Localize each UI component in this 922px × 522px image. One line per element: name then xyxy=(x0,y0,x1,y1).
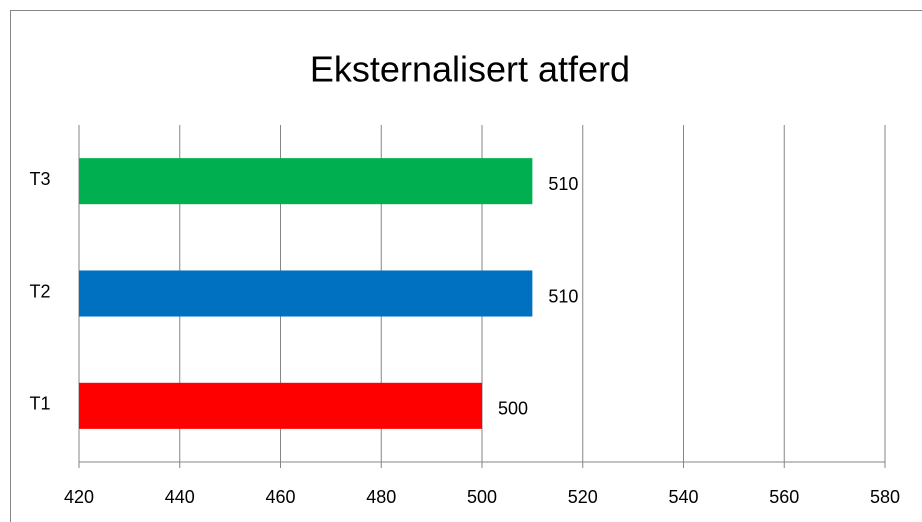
x-tick-label: 440 xyxy=(165,487,195,507)
chart-title: Eksternalisert atferd xyxy=(310,49,630,90)
y-tick-label: T2 xyxy=(29,281,50,301)
x-tick-label: 480 xyxy=(366,487,396,507)
bar xyxy=(79,382,482,429)
chart-border xyxy=(10,10,922,522)
x-tick-label: 560 xyxy=(769,487,799,507)
y-tick-label: T1 xyxy=(29,394,50,414)
value-label: 510 xyxy=(548,174,578,194)
bar xyxy=(79,270,533,317)
value-label: 500 xyxy=(498,399,528,419)
x-tick-label: 420 xyxy=(64,487,94,507)
x-tick-label: 540 xyxy=(668,487,698,507)
x-tick-label: 460 xyxy=(265,487,295,507)
x-tick-label: 520 xyxy=(568,487,598,507)
x-tick-label: 580 xyxy=(870,487,900,507)
x-tick-label: 500 xyxy=(467,487,497,507)
bar xyxy=(79,158,533,205)
y-tick-label: T3 xyxy=(29,169,50,189)
value-label: 510 xyxy=(548,286,578,306)
